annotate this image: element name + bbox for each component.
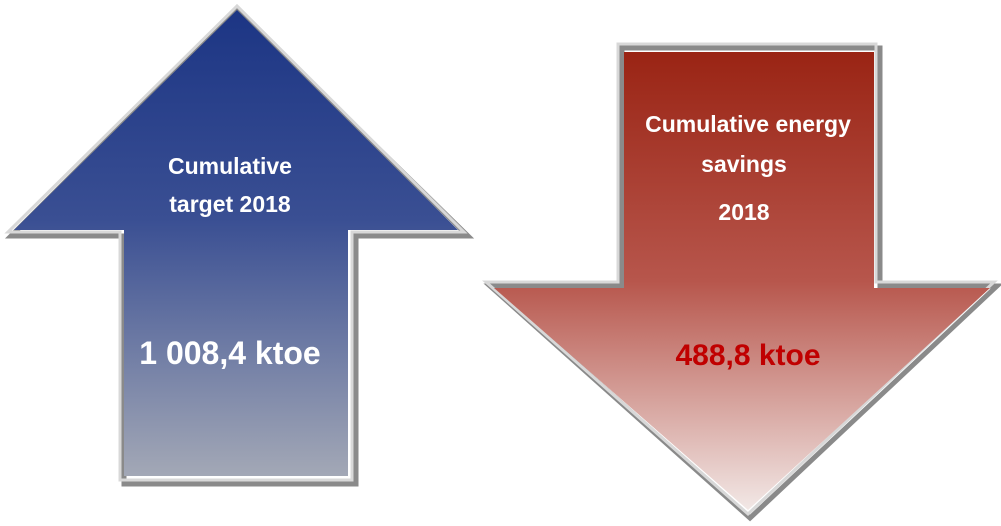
target-arrow-body [14,10,458,476]
target-value: 1 008,4 ktoe [139,335,320,371]
target-label-line2: target 2018 [169,191,291,217]
savings-label-line2: savings [701,151,787,177]
savings-label-line3: 2018 [718,199,769,225]
savings-arrow-shadow [483,45,1001,522]
target-arrow-shadow [4,6,475,487]
target-label-line1: Cumulative [168,153,292,179]
savings-value: 488,8 ktoe [675,339,820,372]
savings-arrow-body [494,52,990,510]
savings-down-arrow: Cumulative energy savings 2018 488,8 kto… [482,42,1001,522]
target-arrow-bevel [4,3,468,482]
target-up-arrow: Cumulative target 2018 1 008,4 ktoe [4,3,475,487]
savings-label-line1: Cumulative energy [645,111,851,137]
savings-arrow-bevel [482,42,998,517]
